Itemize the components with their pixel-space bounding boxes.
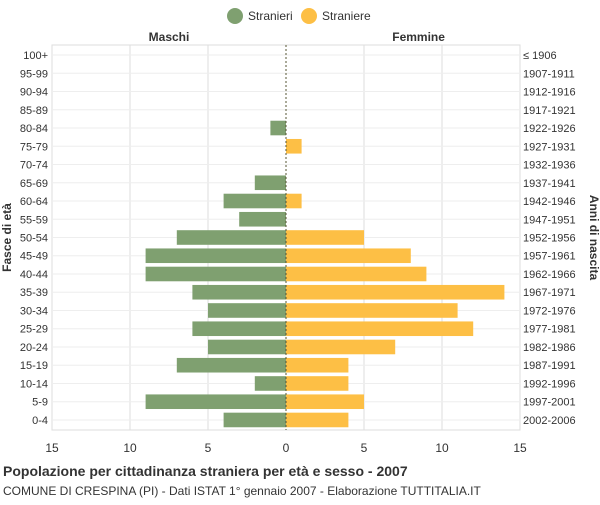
age-band-label: 35-39 (20, 287, 48, 299)
birth-year-label: 1977-1981 (523, 324, 576, 336)
bar-straniere-10-14 (286, 376, 349, 391)
x-tick-label: 10 (435, 441, 449, 455)
bar-straniere-40-44 (286, 266, 427, 282)
birth-year-label: 1967-1971 (523, 287, 576, 299)
birth-year-label: 1972-1976 (523, 305, 576, 317)
chart-caption-subtitle: COMUNE DI CRESPINA (PI) - Dati ISTAT 1° … (3, 484, 481, 498)
birth-year-label: ≤ 1906 (523, 50, 557, 62)
y-axis-title-right: Anni di nascita (587, 195, 600, 281)
bar-stranieri-80-84 (270, 120, 286, 136)
birth-year-label: 1962-1966 (523, 269, 576, 281)
birth-year-label: 1992-1996 (523, 378, 576, 390)
birth-year-label: 2002-2006 (523, 415, 576, 427)
birth-year-label: 1937-1941 (523, 178, 576, 190)
age-band-label: 5-9 (32, 397, 48, 409)
age-band-label: 75-79 (20, 141, 48, 153)
chart-caption-title: Popolazione per cittadinanza straniera p… (3, 463, 408, 479)
x-tick-label: 0 (283, 441, 290, 455)
age-band-label: 50-54 (20, 233, 48, 245)
bar-straniere-45-49 (286, 248, 411, 264)
birth-year-label: 1927-1931 (523, 141, 576, 153)
bar-straniere-0-4 (286, 412, 349, 428)
right-header-femmine: Femmine (392, 30, 445, 44)
bar-stranieri-55-59 (239, 211, 286, 227)
birth-year-label: 1947-1951 (523, 214, 576, 226)
bar-straniere-30-34 (286, 303, 458, 318)
birth-year-label: 1932-1936 (523, 160, 576, 172)
x-tick-label: 15 (45, 441, 59, 455)
bar-stranieri-0-4 (223, 412, 286, 428)
age-band-label: 20-24 (20, 342, 48, 354)
bar-straniere-5-9 (286, 394, 364, 410)
legend-label-straniere: Straniere (322, 9, 371, 23)
bar-straniere-25-29 (286, 321, 474, 337)
bar-stranieri-15-19 (176, 357, 286, 373)
age-band-label: 15-19 (20, 360, 48, 372)
legend-swatch-straniere (301, 8, 317, 24)
age-band-label: 85-89 (20, 105, 48, 117)
age-band-label: 100+ (23, 50, 48, 62)
x-tick-label: 5 (205, 441, 212, 455)
x-tick-label: 10 (123, 441, 137, 455)
age-band-label: 10-14 (20, 378, 48, 390)
bar-stranieri-50-54 (176, 230, 286, 245)
birth-year-label: 1917-1921 (523, 105, 576, 117)
age-band-label: 55-59 (20, 214, 48, 226)
x-tick-label: 15 (513, 441, 527, 455)
bar-stranieri-60-64 (223, 193, 286, 209)
age-band-label: 70-74 (20, 160, 48, 172)
age-band-label: 30-34 (20, 305, 48, 317)
bar-straniere-15-19 (286, 357, 349, 373)
birth-year-label: 1952-1956 (523, 233, 576, 245)
bar-stranieri-25-29 (192, 321, 286, 337)
bar-straniere-35-39 (286, 284, 505, 300)
birth-year-label: 1942-1946 (523, 196, 576, 208)
x-tick-label: 5 (361, 441, 368, 455)
y-axis-title-left: Fasce di età (0, 203, 14, 272)
age-band-label: 45-49 (20, 251, 48, 263)
bar-stranieri-35-39 (192, 284, 286, 300)
bar-stranieri-5-9 (145, 394, 286, 410)
bar-stranieri-30-34 (208, 303, 286, 318)
birth-year-label: 1982-1986 (523, 342, 576, 354)
legend-swatch-stranieri (227, 8, 243, 24)
bar-straniere-20-24 (286, 339, 396, 355)
birth-year-label: 1997-2001 (523, 397, 576, 409)
age-band-label: 95-99 (20, 68, 48, 80)
bar-stranieri-10-14 (254, 376, 286, 391)
bar-straniere-60-64 (286, 193, 302, 209)
age-band-label: 80-84 (20, 123, 48, 135)
bar-straniere-75-79 (286, 138, 302, 154)
bar-stranieri-65-69 (254, 175, 286, 191)
bar-stranieri-45-49 (145, 248, 286, 264)
age-band-label: 60-64 (20, 196, 48, 208)
legend-label-stranieri: Stranieri (248, 9, 293, 23)
bar-stranieri-20-24 (208, 339, 286, 355)
bar-stranieri-40-44 (145, 266, 286, 282)
left-header-maschi: Maschi (149, 30, 190, 44)
age-band-label: 0-4 (32, 415, 48, 427)
age-band-label: 65-69 (20, 178, 48, 190)
birth-year-label: 1987-1991 (523, 360, 576, 372)
birth-year-label: 1922-1926 (523, 123, 576, 135)
age-band-label: 40-44 (20, 269, 48, 281)
bar-straniere-50-54 (286, 230, 364, 245)
age-band-label: 90-94 (20, 87, 48, 99)
birth-year-label: 1957-1961 (523, 251, 576, 263)
birth-year-label: 1912-1916 (523, 87, 576, 99)
birth-year-label: 1907-1911 (523, 68, 575, 80)
age-band-label: 25-29 (20, 324, 48, 336)
